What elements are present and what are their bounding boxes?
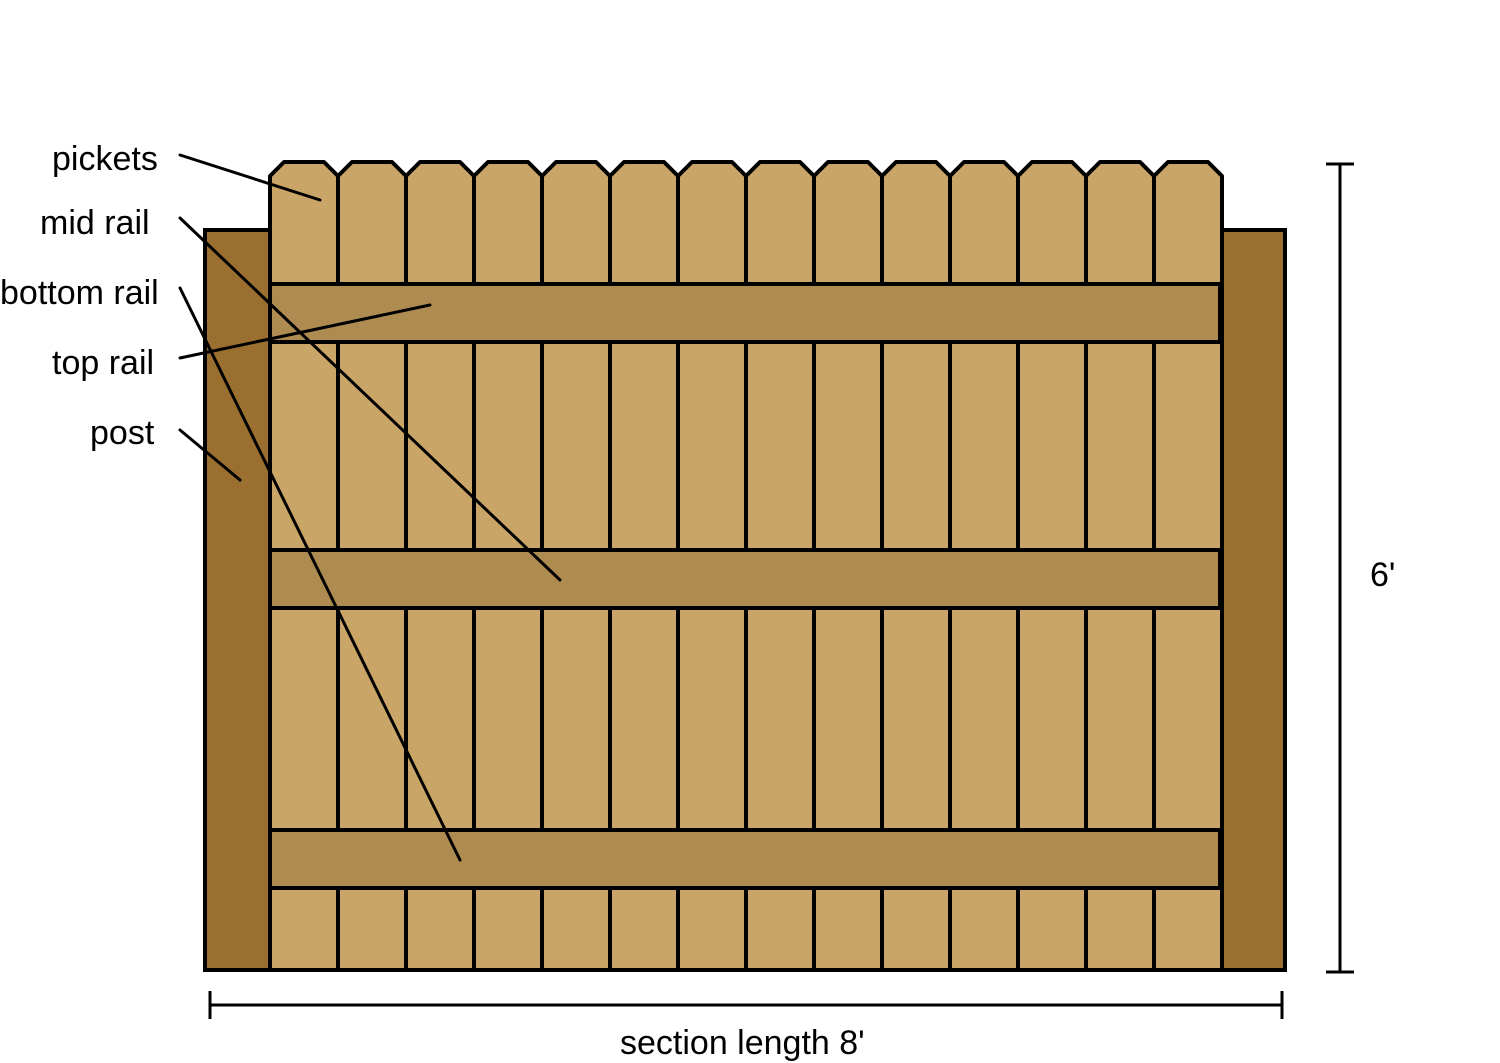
fence-diagram: pickets mid rail bottom rail top rail po… [0, 0, 1500, 1055]
label-height: 6' [1370, 556, 1395, 595]
label-bottom-rail: bottom rail [0, 274, 159, 313]
fence-svg [0, 0, 1500, 1055]
label-mid-rail: mid rail [40, 204, 150, 243]
label-section-length: section length 8' [620, 1024, 865, 1063]
label-pickets: pickets [52, 140, 158, 179]
label-post: post [90, 414, 154, 453]
label-top-rail: top rail [52, 344, 154, 383]
